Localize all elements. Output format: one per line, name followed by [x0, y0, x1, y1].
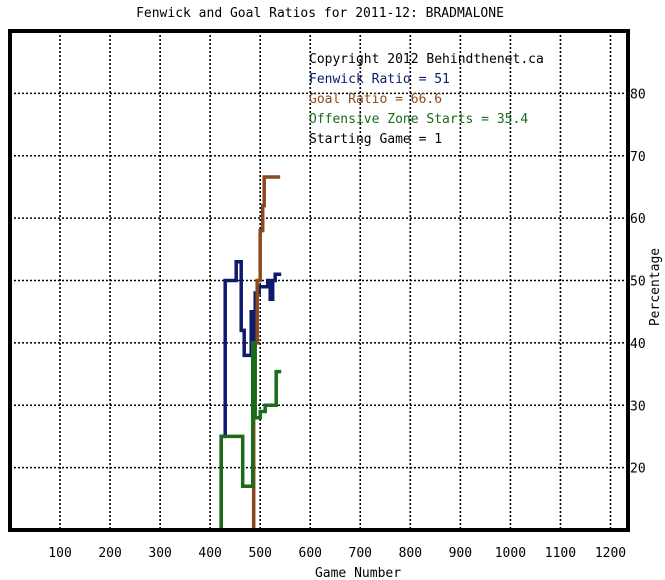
x-tick-label: 200	[98, 546, 121, 561]
y-tick-label: 70	[630, 150, 646, 165]
y-axis-label: Percentage	[648, 248, 663, 326]
x-axis-label: Game Number	[315, 566, 401, 580]
offensive-zone-starts-text: Offensive Zone Starts = 35.4	[309, 112, 528, 127]
x-tick-label: 800	[399, 546, 422, 561]
x-tick-label: 100	[48, 546, 71, 561]
x-tick-label: 700	[349, 546, 372, 561]
info-block: Copyright 2012 Behindthenet.ca Fenwick R…	[309, 52, 544, 147]
y-tick-label: 30	[630, 399, 646, 414]
x-axis-ticks: 100 200 300 400 500 600 700 800 900 1000 1100 1200	[48, 546, 626, 561]
x-tick-label: 1000	[495, 546, 526, 561]
y-tick-label: 60	[630, 212, 646, 227]
fenwick-ratio-text: Fenwick Ratio = 51	[309, 72, 450, 87]
goal-ratio-text: Goal Ratio = 66.6	[309, 92, 442, 107]
starting-game-text: Starting Game = 1	[309, 132, 442, 147]
x-tick-label: 300	[148, 546, 171, 561]
plot-frame	[8, 29, 630, 532]
series-lines	[219, 175, 282, 530]
copyright-text: Copyright 2012 Behindthenet.ca	[309, 52, 544, 67]
y-axis-ticks: 20 30 40 50 60 70 80	[630, 87, 646, 476]
y-tick-label: 40	[630, 337, 646, 352]
x-tick-label: 500	[248, 546, 271, 561]
fenwick-series-line	[219, 260, 282, 530]
y-tick-label: 50	[630, 275, 646, 290]
x-tick-label: 400	[198, 546, 221, 561]
x-tick-label: 900	[449, 546, 472, 561]
goal-series-line	[251, 175, 281, 530]
chart-title: Fenwick and Goal Ratios for 2011-12: BRA…	[136, 6, 504, 21]
x-tick-label: 600	[299, 546, 322, 561]
x-tick-label: 1200	[595, 546, 626, 561]
y-tick-label: 20	[630, 462, 646, 477]
x-tick-label: 1100	[545, 546, 576, 561]
y-tick-label: 80	[630, 87, 646, 102]
ozs-series-line	[219, 341, 282, 530]
grid	[10, 31, 628, 530]
